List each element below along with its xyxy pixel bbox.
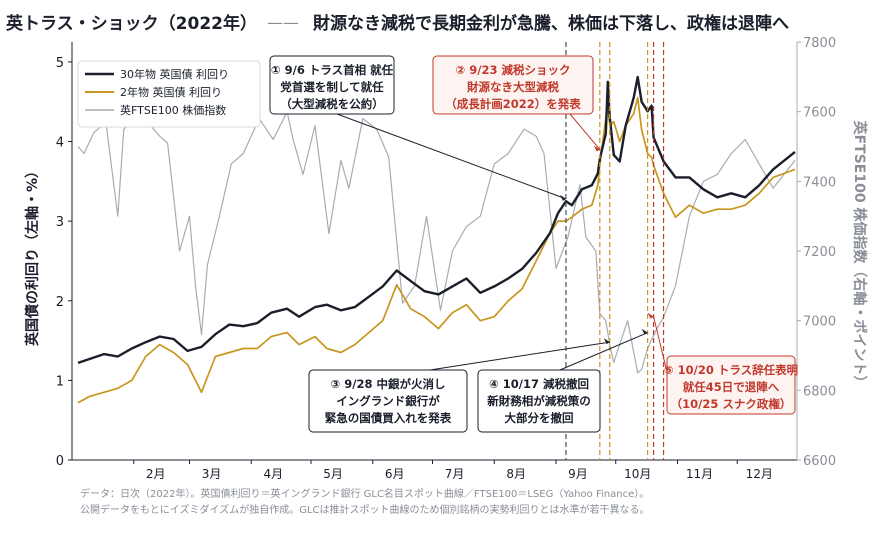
x-tick-label: 9月	[568, 467, 588, 481]
source-note-line-2: 公開データをもとにイズミダイズムが独自作成。GLCは推計スポット曲線のため個別銘…	[80, 503, 650, 516]
annotation-arrowhead	[647, 312, 654, 319]
series-line-2y	[77, 96, 796, 404]
y-tick-label-left: 5	[56, 56, 64, 71]
legend-label-ftse: 英FTSE100 株価指数	[120, 103, 226, 117]
y-tick-label-left: 4	[56, 136, 64, 151]
x-tick-label: 11月	[686, 467, 713, 481]
y-tick-label-right: 7400	[803, 175, 836, 190]
x-tick-label: 12月	[746, 467, 773, 481]
annotation-text: 新財務相が減税策の	[487, 394, 591, 408]
annotation-text: ① 9/6 トラス首相 就任	[271, 63, 394, 77]
chart-title: 英トラス・ショック（2022年）	[6, 13, 257, 34]
annotation-text: イングランド銀行が	[336, 394, 440, 408]
annotation-text: ③ 9/28 中銀が火消し	[331, 377, 446, 391]
annotation-box	[308, 369, 468, 433]
annotation-text: ④ 10/17 減税撤回	[489, 377, 589, 391]
chart-subtitle: 財源なき減税で長期金利が急騰、株価は下落し、政権は退陣へ	[312, 13, 789, 34]
annotation-leader	[336, 113, 567, 200]
annotation-leader	[569, 113, 601, 150]
plot-area: 0 1 2 3 4 5 6600 6800 7000 7200 7400 7600 7800 2月 3月 4月…	[56, 36, 836, 481]
annotation-leader	[559, 332, 648, 371]
y-tick-label-left: 0	[56, 454, 64, 469]
y-tick-label-left: 1	[56, 374, 64, 389]
annotation-arrowhead	[641, 328, 648, 335]
annotation-leader	[653, 316, 668, 373]
y-tick-label-left: 2	[56, 295, 64, 310]
x-tick-label: 10月	[624, 467, 651, 481]
legend-label-30y: 30年物 英国債 利回り	[120, 67, 229, 81]
y-tick-label-right: 7800	[803, 36, 836, 51]
annotation-arrowhead	[593, 145, 600, 152]
x-tick-label: 6月	[385, 467, 405, 481]
series-line-30y	[77, 75, 796, 365]
legend-label-2y: 2年物 英国債 利回り	[120, 85, 222, 99]
y-axis-label-right: 英FTSE100 株価指数（右軸・ポイント）	[851, 120, 868, 390]
y-tick-label-right: 6800	[803, 384, 836, 399]
annotation-box	[269, 55, 395, 115]
y-tick-label-right: 7000	[803, 315, 836, 330]
annotation-text: （成長計画2022）を発表	[445, 97, 581, 111]
y-tick-label-right: 6600	[803, 454, 836, 469]
x-tick-label: 5月	[323, 467, 343, 481]
legend: 30年物 英国債 利回り 2年物 英国債 利回り 英FTSE100 株価指数	[77, 60, 261, 128]
x-tick-label: 2月	[146, 467, 166, 481]
y-tick-label-left: 3	[56, 215, 64, 230]
annotation-box	[666, 355, 796, 415]
y-tick-label-right: 7200	[803, 245, 836, 260]
annotation-text: ② 9/23 減税ショック	[456, 63, 571, 77]
y-axis-label-left: 英国債の利回り（左軸・%）	[24, 164, 41, 347]
annotation-arrowhead	[603, 338, 610, 345]
annotation-arrowhead	[559, 194, 566, 201]
annotation-leader	[429, 341, 610, 371]
annotation-text: 党首選を制して就任	[280, 80, 384, 94]
title-rule: ——	[267, 13, 299, 32]
annotation-box	[477, 369, 601, 433]
annotation-text: ⑤ 10/20 トラス辞任表明	[664, 363, 798, 377]
x-tick-label: 8月	[506, 467, 526, 481]
y-tick-label-right: 7600	[803, 106, 836, 121]
annotation-text: 緊急の国債買入れを発表	[325, 411, 452, 425]
x-tick-label: 3月	[202, 467, 222, 481]
annotation-text: 財源なき大型減税	[466, 80, 559, 94]
annotation-text: （大型減税を公約）	[280, 97, 384, 111]
x-tick-label: 4月	[263, 467, 283, 481]
x-tick-label: 7月	[445, 467, 465, 481]
annotation-box	[432, 55, 594, 115]
annotation-text: 大部分を撤回	[505, 411, 574, 425]
source-note-line-1: データ：日次（2022年）。英国債利回り＝英イングランド銀行 GLC名目スポット…	[80, 487, 649, 500]
annotation-text: 就任45日で退陣へ	[683, 380, 780, 394]
annotation-text: （10/25 スナク政権）	[671, 397, 792, 411]
legend-box	[77, 60, 261, 128]
